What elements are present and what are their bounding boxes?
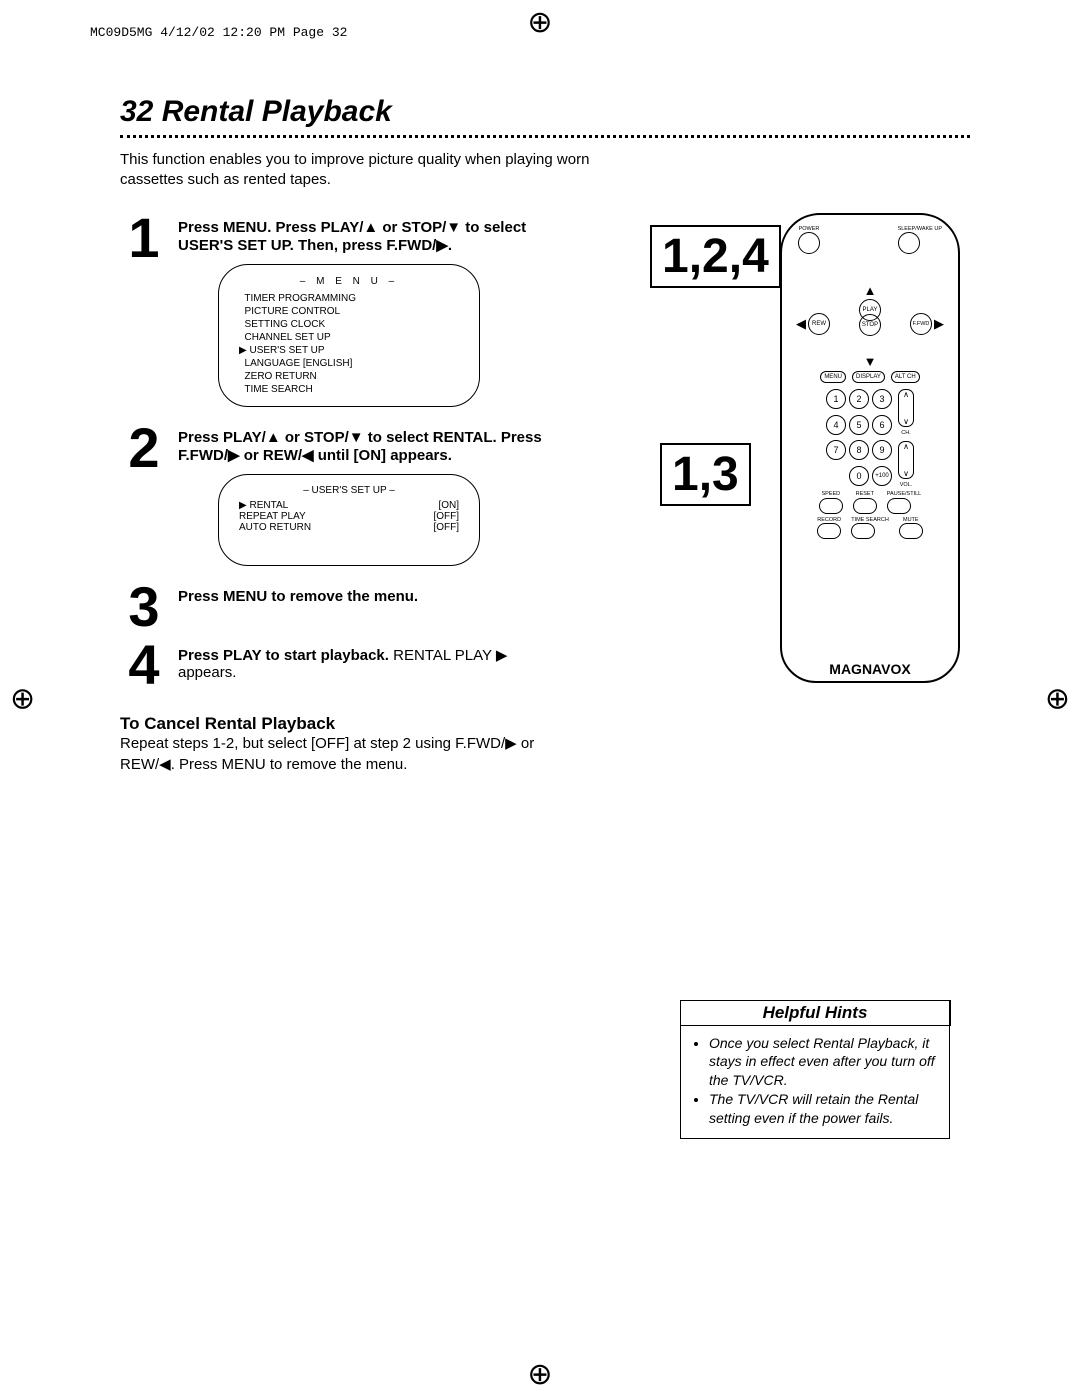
step-3-text: Press MENU to remove the menu. bbox=[178, 588, 418, 605]
step-number-3: 3 bbox=[120, 582, 168, 632]
step-number-2: 2 bbox=[120, 423, 168, 566]
setup-item: REPEAT PLAY bbox=[239, 511, 306, 522]
step-1-text: Press MENU. Press PLAY/▲ or STOP/▼ to se… bbox=[178, 219, 526, 254]
vol-label: VOL. bbox=[898, 483, 914, 489]
rew-button[interactable]: REW bbox=[808, 313, 830, 335]
menu-item: TIMER PROGRAMMING bbox=[239, 292, 459, 305]
reset-button[interactable] bbox=[853, 498, 877, 514]
display-button[interactable]: DISPLAY bbox=[852, 371, 885, 383]
num-4-button[interactable]: 4 bbox=[826, 415, 846, 435]
registration-mark-bottom: ⊕ bbox=[527, 1357, 552, 1392]
setup-val: [OFF] bbox=[433, 511, 459, 522]
setup-item: ▶ RENTAL bbox=[239, 500, 288, 511]
pause-label: PAUSE/STILL bbox=[887, 492, 921, 498]
remote-brand: MAGNAVOX bbox=[792, 661, 948, 677]
registration-mark-top: ⊕ bbox=[527, 5, 552, 40]
registration-mark-left: ⊕ bbox=[10, 681, 35, 716]
mute-button[interactable] bbox=[899, 523, 923, 539]
step-4-text-bold: Press PLAY to start playback. bbox=[178, 647, 389, 664]
cancel-body: Repeat steps 1-2, but select [OFF] at st… bbox=[120, 734, 570, 775]
helpful-hints-box: Helpful Hints Once you select Rental Pla… bbox=[680, 1000, 950, 1139]
menu-item: SETTING CLOCK bbox=[239, 318, 459, 331]
sleep-label: SLEEP/WAKE UP bbox=[898, 227, 942, 233]
callout-13: 1,3 bbox=[660, 443, 751, 506]
step-2-text: Press PLAY/▲ or STOP/▼ to select RENTAL.… bbox=[178, 429, 542, 464]
menu-title: – M E N U – bbox=[239, 275, 459, 288]
pause-button[interactable] bbox=[887, 498, 911, 514]
timesearch-button[interactable] bbox=[851, 523, 875, 539]
mute-label: MUTE bbox=[899, 518, 923, 524]
remote-control: POWER SLEEP/WAKE UP ▲ PLAY bbox=[780, 213, 960, 683]
hint-item: Once you select Rental Playback, it stay… bbox=[709, 1034, 939, 1091]
up-arrow-icon: ▲ bbox=[859, 283, 881, 298]
channel-rocker[interactable]: ∧∨ bbox=[898, 389, 914, 427]
timesearch-label: TIME SEARCH bbox=[851, 518, 889, 524]
menu-item: PICTURE CONTROL bbox=[239, 305, 459, 318]
volume-rocker[interactable]: ∧∨ bbox=[898, 441, 914, 479]
num-3-button[interactable]: 3 bbox=[872, 389, 892, 409]
ffwd-button[interactable]: F.FWD bbox=[910, 313, 932, 335]
num-5-button[interactable]: 5 bbox=[849, 415, 869, 435]
menu-item: CHANNEL SET UP bbox=[239, 331, 459, 344]
right-arrow-icon: ▶ bbox=[934, 316, 944, 332]
step-number-4: 4 bbox=[120, 640, 168, 690]
setup-val: [OFF] bbox=[433, 522, 459, 533]
record-button[interactable] bbox=[817, 523, 841, 539]
num-9-button[interactable]: 9 bbox=[872, 440, 892, 460]
print-header: MC09D5MG 4/12/02 12:20 PM Page 32 bbox=[90, 25, 347, 40]
callout-124: 1,2,4 bbox=[650, 225, 781, 288]
menu-item: ▶ USER'S SET UP bbox=[239, 344, 459, 357]
page-title: 32 Rental Playback bbox=[120, 95, 970, 138]
num-2-button[interactable]: 2 bbox=[849, 389, 869, 409]
menu-button[interactable]: MENU bbox=[820, 371, 846, 383]
speed-label: SPEED bbox=[819, 492, 843, 498]
num-1-button[interactable]: 1 bbox=[826, 389, 846, 409]
power-button[interactable] bbox=[798, 232, 820, 254]
menu-item: ZERO RETURN bbox=[239, 370, 459, 383]
setup-item: AUTO RETURN bbox=[239, 522, 311, 533]
down-arrow-icon: ▼ bbox=[864, 354, 877, 369]
num-7-button[interactable]: 7 bbox=[826, 440, 846, 460]
menu-display-users-setup: – USER'S SET UP – ▶ RENTAL [ON] REPEAT PL… bbox=[218, 474, 480, 566]
ch-label: CH. bbox=[898, 431, 914, 437]
registration-mark-right: ⊕ bbox=[1045, 681, 1070, 716]
menu-item: TIME SEARCH bbox=[239, 383, 459, 396]
cancel-title: To Cancel Rental Playback bbox=[120, 714, 970, 734]
left-arrow-icon: ◀ bbox=[796, 316, 806, 332]
num-100-button[interactable]: +100 bbox=[872, 466, 892, 486]
step-number-1: 1 bbox=[120, 213, 168, 407]
speed-button[interactable] bbox=[819, 498, 843, 514]
num-0-button[interactable]: 0 bbox=[849, 466, 869, 486]
reset-label: RESET bbox=[853, 492, 877, 498]
hint-item: The TV/VCR will retain the Rental settin… bbox=[709, 1090, 939, 1128]
helpful-hints-title: Helpful Hints bbox=[680, 1000, 951, 1026]
setup-val: [ON] bbox=[438, 500, 459, 511]
menu-title: – USER'S SET UP – bbox=[239, 485, 459, 496]
num-6-button[interactable]: 6 bbox=[872, 415, 892, 435]
altch-button[interactable]: ALT CH bbox=[891, 371, 920, 383]
intro-text: This function enables you to improve pic… bbox=[120, 150, 620, 191]
menu-item: LANGUAGE [ENGLISH] bbox=[239, 357, 459, 370]
sleep-button[interactable] bbox=[898, 232, 920, 254]
menu-display-main: – M E N U – TIMER PROGRAMMING PICTURE CO… bbox=[218, 264, 480, 407]
num-8-button[interactable]: 8 bbox=[849, 440, 869, 460]
record-label: RECORD bbox=[817, 518, 841, 524]
stop-button[interactable]: STOP bbox=[859, 314, 881, 336]
